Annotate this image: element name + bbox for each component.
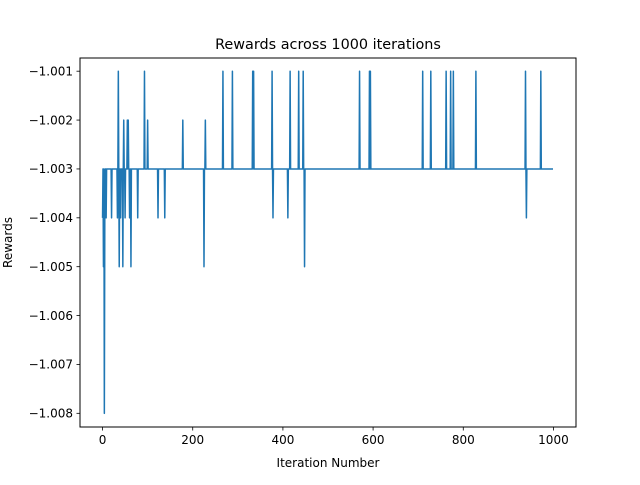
axes-frame [79, 57, 577, 428]
y-tick-label: −1.007 [29, 358, 73, 372]
y-tick-label: −1.005 [29, 260, 73, 274]
chart-title: Rewards across 1000 iterations [215, 37, 441, 53]
x-axis-label: Iteration Number [277, 456, 380, 470]
y-tick-label: −1.008 [29, 407, 73, 421]
y-axis-label: Rewards [1, 217, 15, 268]
y-tick-label: −1.004 [29, 211, 73, 225]
y-tick-label: −1.001 [29, 64, 73, 78]
x-axis-ticks: 0 200 400 600 800 1000 [99, 427, 569, 447]
plot-series-group [101, 70, 554, 415]
series-line [101, 70, 554, 415]
y-tick-label: −1.003 [29, 162, 73, 176]
y-tick-label: −1.006 [29, 309, 73, 323]
x-tick-label: 400 [271, 433, 294, 447]
y-axis-ticks: −1.001 −1.002 −1.003 −1.004 −1.005 −1.006 −1.0… [29, 64, 80, 421]
x-tick-label: 800 [452, 433, 475, 447]
x-tick-label: 200 [181, 433, 204, 447]
x-tick-label: 600 [362, 433, 385, 447]
x-tick-label: 0 [99, 433, 107, 447]
y-tick-label: −1.002 [29, 113, 73, 127]
x-tick-label: 1000 [538, 433, 569, 447]
